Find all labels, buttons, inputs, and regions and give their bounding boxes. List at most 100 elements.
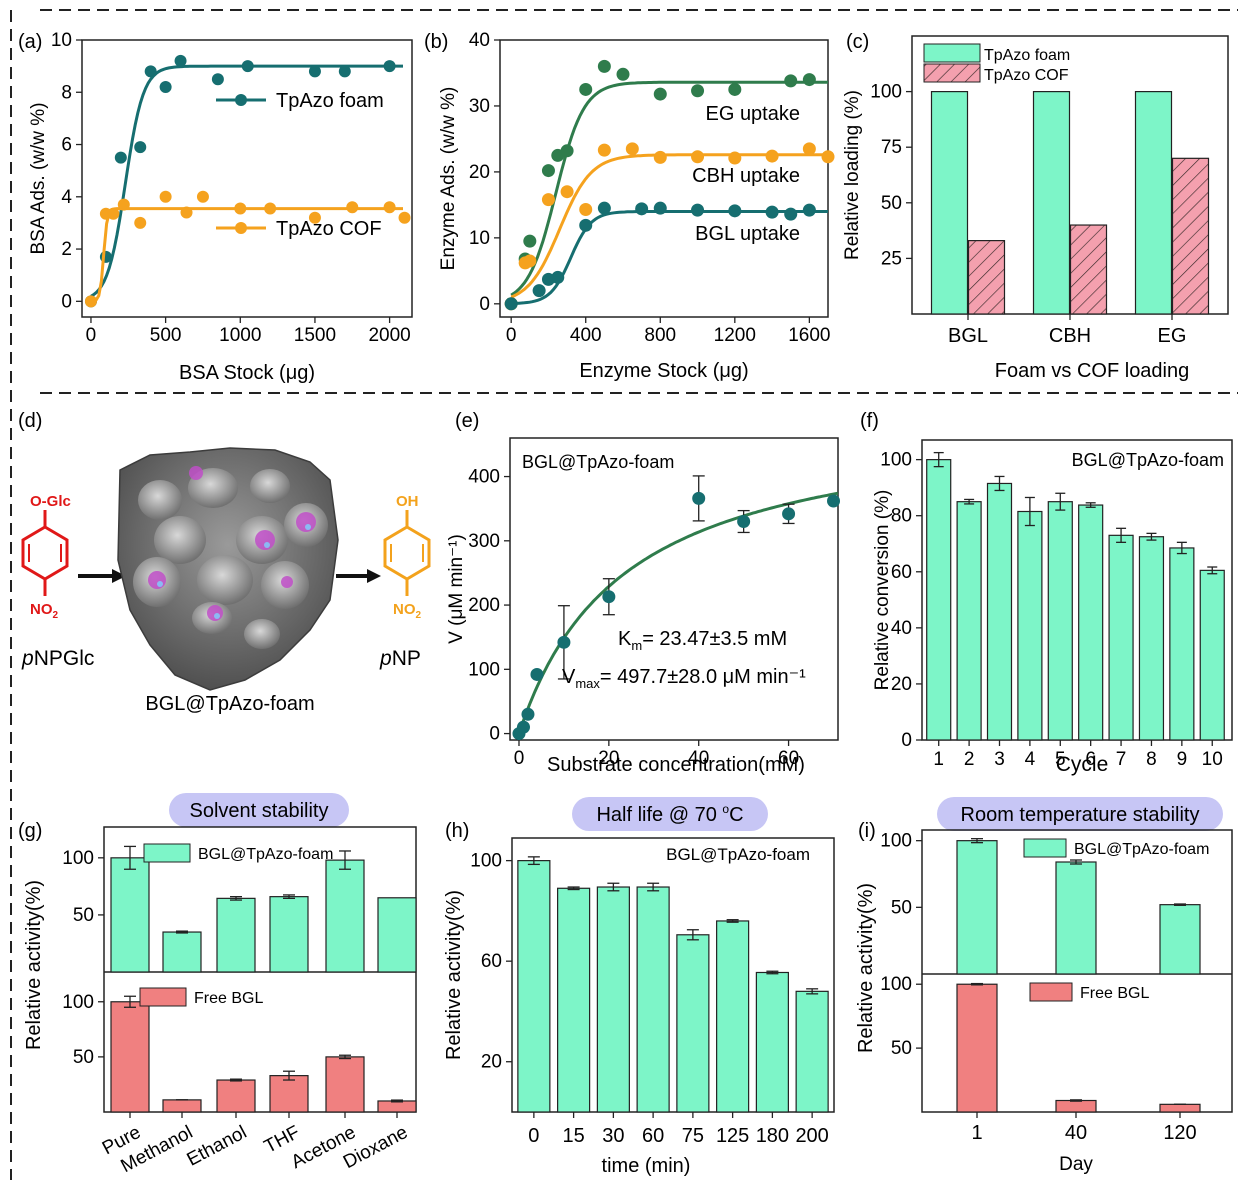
legend-swatch	[143, 843, 191, 863]
bar-cof	[967, 240, 1006, 315]
data-point	[597, 59, 611, 73]
legend-swatch	[1023, 838, 1067, 858]
y-tick-label: 100	[468, 659, 500, 680]
x-tick-label: 1600	[788, 325, 830, 346]
y-axis-label: BSA Ads. (w/w %)	[28, 102, 49, 254]
bar-free	[1055, 1099, 1097, 1113]
data-point	[728, 151, 742, 165]
x-tick-label: 0	[86, 325, 97, 346]
x-tick-label: 8	[1146, 749, 1157, 770]
y-axis-label: Relative conversion (%)	[872, 490, 893, 691]
y-tick-label: 75	[881, 137, 902, 158]
title-pill	[169, 793, 349, 827]
panel-d: (d) O-Glc NO2 pNPGlc	[18, 410, 431, 715]
series-label: CBH uptake	[692, 165, 800, 187]
bar	[956, 501, 982, 741]
x-axis-label: Foam vs COF loading	[995, 360, 1190, 382]
title-pill	[572, 797, 768, 831]
plot-frame	[81, 39, 413, 318]
legend-label: Free BGL	[194, 990, 263, 1007]
data-point	[597, 201, 611, 215]
vmax-label: Vmax= 497.7±28.0 μM min⁻¹	[562, 666, 806, 691]
data-point	[308, 211, 321, 224]
data-point	[211, 73, 224, 86]
x-axis-label: Enzyme Stock (μg)	[579, 360, 748, 382]
data-point	[557, 635, 571, 649]
y-tick-label: 20	[469, 162, 490, 183]
x-tick-label: 1500	[294, 325, 336, 346]
arrow-in	[78, 569, 126, 583]
bar-foam	[162, 931, 202, 973]
plot-frame	[499, 39, 829, 318]
panel-label: (f)	[860, 410, 879, 432]
legend-label: Free BGL	[1080, 985, 1149, 1002]
bar	[755, 971, 789, 1113]
legend-swatch	[1029, 982, 1073, 1002]
x-tick-label: 0	[514, 748, 525, 769]
x-tick-label: 2000	[368, 325, 410, 346]
bar	[986, 482, 1013, 741]
foam-illustration	[117, 447, 339, 691]
data-point	[532, 284, 546, 298]
panel-label: (c)	[846, 31, 869, 53]
fit-curve	[517, 491, 839, 735]
bar-foam	[110, 857, 150, 973]
data-point	[653, 201, 667, 215]
data-point	[821, 150, 835, 164]
x-axis-label: time (min)	[602, 1155, 691, 1177]
y-tick-label: 0	[479, 294, 490, 315]
data-point	[516, 720, 530, 734]
y-tick-label: 400	[468, 467, 500, 488]
y-tick-label: 60	[481, 951, 502, 972]
data-point	[159, 190, 172, 203]
y-tick-label: 50	[73, 1047, 94, 1068]
x-tick-label: 7	[1116, 749, 1127, 770]
y-tick-label: 25	[881, 248, 902, 269]
y-tick-label: 20	[891, 674, 912, 695]
data-point	[691, 84, 705, 98]
y-tick-label: 0	[61, 291, 72, 312]
data-point	[616, 67, 630, 81]
fit-curve	[510, 80, 828, 297]
panel-label: (a)	[18, 31, 42, 53]
y-tick-label: 40	[891, 618, 912, 639]
y-tick-label: 100	[870, 82, 902, 103]
data-point	[241, 60, 254, 73]
x-tick-label: 60	[778, 748, 799, 769]
x-tick-label: 30	[602, 1125, 624, 1147]
bar	[1108, 534, 1134, 741]
data-point	[530, 667, 544, 681]
data-point	[383, 60, 396, 73]
bar-free	[269, 1075, 309, 1113]
data-point	[84, 295, 97, 308]
x-tick-label: 1200	[714, 325, 756, 346]
x-tick-label: 2	[964, 749, 975, 770]
data-point	[521, 707, 535, 721]
x-tick-label: 4	[1025, 749, 1036, 770]
bar-free	[956, 983, 998, 1113]
data-point	[551, 270, 565, 284]
data-point	[560, 144, 574, 158]
bar	[676, 934, 710, 1113]
y-tick-label: 40	[469, 30, 490, 51]
y-tick-label: 50	[73, 905, 94, 926]
bar-free	[162, 1099, 202, 1113]
y-tick-label: 50	[881, 193, 902, 214]
bar-foam	[930, 90, 969, 315]
data-point	[802, 142, 816, 156]
bar-cof	[1069, 224, 1108, 315]
data-point	[728, 204, 742, 218]
plot-frame	[511, 837, 835, 1113]
x-axis-label: Cycle	[1056, 753, 1109, 776]
legend-label: TpAzo COF	[984, 67, 1069, 84]
y-tick-label: 300	[468, 531, 500, 552]
legend-marker	[235, 222, 247, 234]
y-tick-label: 0	[489, 724, 500, 745]
legend-label: BGL@TpAzo-foam	[1074, 841, 1209, 858]
data-point	[635, 202, 649, 216]
x-tick-label: 1	[933, 749, 944, 770]
x-tick-label: 5	[1055, 749, 1066, 770]
x-tick-label: 180	[756, 1125, 789, 1147]
bar-foam	[269, 896, 309, 973]
